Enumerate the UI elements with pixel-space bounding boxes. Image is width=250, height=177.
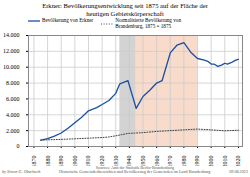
html-text:Sources: Amt für Statistik Ber: Sources: Amt für Statistik Berlin-Brande…: [59, 164, 211, 175]
svg-text:10.000: 10.000: [3, 64, 20, 70]
svg-text:2000: 2000: [208, 155, 214, 166]
svg-text:4.000: 4.000: [6, 111, 20, 117]
svg-text:1960: 1960: [154, 155, 160, 166]
svg-text:1880: 1880: [45, 155, 51, 166]
svg-text:1990: 1990: [194, 155, 200, 166]
svg-text:1920: 1920: [99, 155, 105, 166]
svg-text:1900: 1900: [72, 155, 78, 166]
svg-text:8.000: 8.000: [6, 80, 20, 86]
svg-text:2010: 2010: [222, 155, 228, 166]
svg-text:1930: 1930: [113, 155, 119, 166]
svg-text:1910: 1910: [85, 155, 91, 166]
html-text:by Simon G. Oberbach: by Simon G. Oberbach: [2, 169, 41, 175]
svg-text:1970: 1970: [167, 155, 173, 166]
svg-text:14.000: 14.000: [3, 32, 20, 38]
svg-text:1950: 1950: [140, 155, 146, 166]
svg-text:2020: 2020: [235, 155, 241, 166]
html-text:Normalisierte Bevölkerung von: Normalisierte Bevölkerung von Brandenbur…: [115, 17, 181, 29]
svg-text:2.000: 2.000: [6, 127, 20, 133]
html-text:Bevölkerung von Erkner: Bevölkerung von Erkner: [42, 17, 94, 24]
svg-text:1890: 1890: [58, 155, 64, 166]
svg-text:1980: 1980: [181, 155, 187, 166]
html-text:09.08.2022: 09.08.2022: [229, 169, 248, 175]
svg-text:12.000: 12.000: [3, 48, 20, 54]
html-text:Erkner: Bevölkerungsentwicklun: Erkner: Bevölkerungsentwicklung seit 187…: [42, 2, 208, 17]
svg-text:6.000: 6.000: [6, 95, 20, 101]
svg-text:1940: 1940: [126, 155, 132, 166]
svg-text:1870: 1870: [31, 155, 37, 166]
svg-text:0: 0: [17, 143, 20, 149]
